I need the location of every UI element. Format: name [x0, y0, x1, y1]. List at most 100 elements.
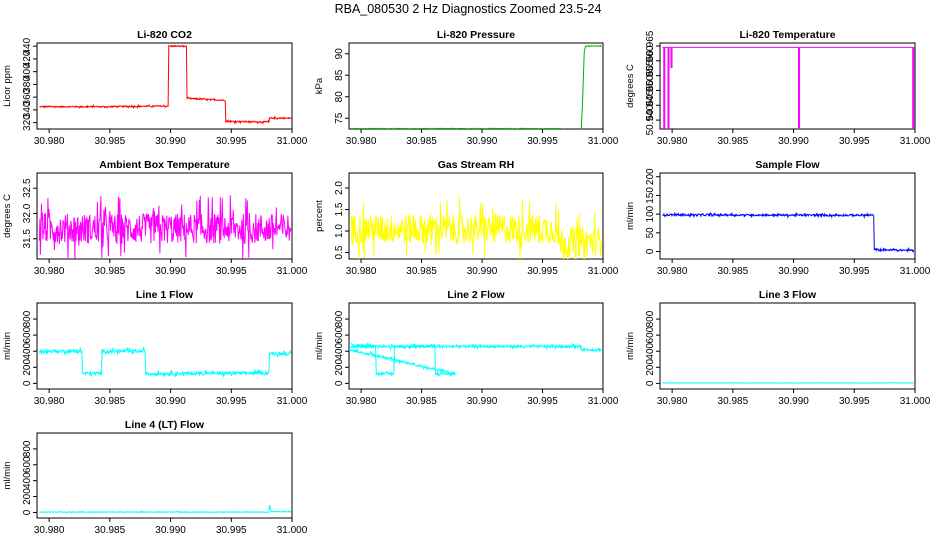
y-tick-label: 50.960 [645, 45, 656, 76]
panel-title: Gas Stream RH [438, 159, 514, 171]
panel-title: Line 4 (LT) Flow [125, 419, 205, 431]
x-tick-label: 31.000 [588, 266, 619, 277]
panel-title: Li-820 CO2 [137, 29, 192, 41]
y-tick-label: 75 [334, 112, 345, 124]
x-tick-label: 31.000 [277, 136, 308, 147]
series-line [349, 341, 603, 378]
series-line [39, 44, 292, 125]
panel-gas-stream-rh: Gas Stream RH percent 30.980 30.985 30.990 30… [314, 159, 619, 277]
x-tick-label: 31.000 [900, 136, 931, 147]
x-tick-label: 31.000 [277, 266, 308, 277]
panel-line-3-flow: Line 3 Flow ml/min 30.980 30.985 30.990 30.99… [625, 289, 931, 407]
y-tick-label: 50.965 [645, 30, 656, 61]
x-tick-label: 30.980 [657, 396, 688, 407]
y-tick-label: 200 [334, 359, 345, 376]
y-tick-label: 400 [22, 63, 33, 80]
y-tick-label: 320 [22, 114, 33, 131]
y-axis-label: degrees C [625, 64, 636, 108]
x-tick-label: 30.990 [155, 136, 186, 147]
plot-frame [659, 42, 916, 130]
x-tick-label: 30.980 [346, 266, 377, 277]
y-tick-label: 360 [22, 88, 33, 105]
y-tick-label: 0.5 [334, 245, 345, 259]
y-tick-label: 380 [22, 76, 33, 93]
y-axis-label: ml/min [625, 202, 636, 230]
x-tick-label: 31.000 [588, 396, 619, 407]
x-tick-label: 30.990 [155, 396, 186, 407]
panel-title: Line 3 Flow [759, 289, 817, 301]
panel-title: Li-820 Pressure [437, 29, 515, 41]
x-tick-label: 30.995 [527, 266, 558, 277]
x-tick-label: 30.995 [527, 396, 558, 407]
plot-frame [659, 302, 916, 390]
y-tick-label: 32.5 [22, 178, 33, 198]
y-tick-label: 50.955 [645, 60, 656, 91]
x-tick-label: 30.990 [467, 136, 498, 147]
x-tick-label: 30.985 [95, 525, 126, 536]
x-tick-label: 30.985 [718, 266, 749, 277]
y-tick-label: 400 [22, 472, 33, 489]
panel-line-2-flow: Line 2 Flow ml/min 30.980 30.985 30.990 30.99… [314, 289, 619, 407]
x-tick-label: 30.980 [346, 136, 377, 147]
panel-li-820-temperature: Li-820 Temperature degrees C 30.980 30.985 3… [625, 29, 931, 147]
panel-title: Li-820 Temperature [739, 29, 835, 41]
y-tick-label: 0 [334, 380, 345, 386]
x-tick-label: 30.985 [95, 266, 126, 277]
y-tick-label: 440 [22, 37, 33, 54]
y-tick-label: 80 [334, 91, 345, 103]
x-tick-label: 30.995 [839, 266, 870, 277]
x-tick-label: 30.985 [95, 396, 126, 407]
x-tick-label: 30.985 [718, 396, 749, 407]
panel-line-4-lt-flow: Line 4 (LT) Flow ml/min 30.980 30.985 30.990… [2, 419, 308, 536]
y-axis-label: ml/min [625, 332, 636, 360]
y-tick-label: 100 [645, 205, 656, 222]
x-tick-label: 30.980 [34, 266, 65, 277]
x-tick-label: 31.000 [277, 396, 308, 407]
x-tick-label: 30.985 [406, 266, 437, 277]
series-line [38, 195, 292, 259]
x-tick-label: 30.985 [406, 396, 437, 407]
plot-frame [36, 42, 293, 130]
y-tick-label: 200 [22, 359, 33, 376]
y-tick-label: 800 [22, 440, 33, 457]
x-tick-label: 31.000 [900, 266, 931, 277]
y-axis-label: kPa [314, 77, 325, 94]
y-tick-label: 800 [22, 310, 33, 327]
x-tick-label: 30.995 [216, 266, 247, 277]
x-tick-label: 30.990 [155, 266, 186, 277]
panel-sample-flow: Sample Flow ml/min 30.980 30.985 30.990 30.99… [625, 159, 931, 277]
panel-line-1-flow: Line 1 Flow ml/min 30.980 30.985 30.990 30.99… [2, 289, 308, 407]
y-axis-label: ml/min [314, 332, 325, 360]
y-tick-label: 400 [22, 342, 33, 359]
panel-li-820-co2: Li-820 CO2 Licor ppm 30.980 30.985 30.990 30.… [2, 29, 308, 147]
x-tick-label: 30.995 [527, 136, 558, 147]
y-tick-label: 600 [22, 456, 33, 473]
y-tick-label: 85 [334, 69, 345, 81]
y-tick-label: 0 [645, 380, 656, 386]
y-tick-label: 2.0 [334, 181, 345, 195]
y-tick-label: 32.0 [22, 203, 33, 223]
x-tick-label: 30.980 [34, 136, 65, 147]
x-tick-label: 30.980 [346, 396, 377, 407]
panel-title: Sample Flow [755, 159, 820, 171]
x-tick-label: 31.000 [588, 136, 619, 147]
y-axis-label: ml/min [2, 462, 13, 490]
x-tick-label: 30.990 [778, 136, 809, 147]
y-tick-label: 0 [645, 248, 656, 254]
x-tick-label: 30.980 [34, 525, 65, 536]
y-tick-label: 340 [22, 101, 33, 118]
y-axis-label: degrees C [2, 194, 13, 238]
x-tick-label: 31.000 [277, 525, 308, 536]
x-tick-label: 30.990 [467, 396, 498, 407]
y-tick-label: 31.5 [22, 229, 33, 249]
series-line [662, 381, 914, 385]
y-tick-label: 200 [645, 359, 656, 376]
x-tick-label: 30.980 [34, 396, 65, 407]
y-tick-label: 0 [22, 509, 33, 515]
x-tick-label: 31.000 [900, 396, 931, 407]
y-tick-label: 600 [334, 326, 345, 343]
y-tick-label: 1.0 [334, 224, 345, 238]
x-tick-label: 30.985 [95, 136, 126, 147]
y-tick-label: 600 [645, 326, 656, 343]
